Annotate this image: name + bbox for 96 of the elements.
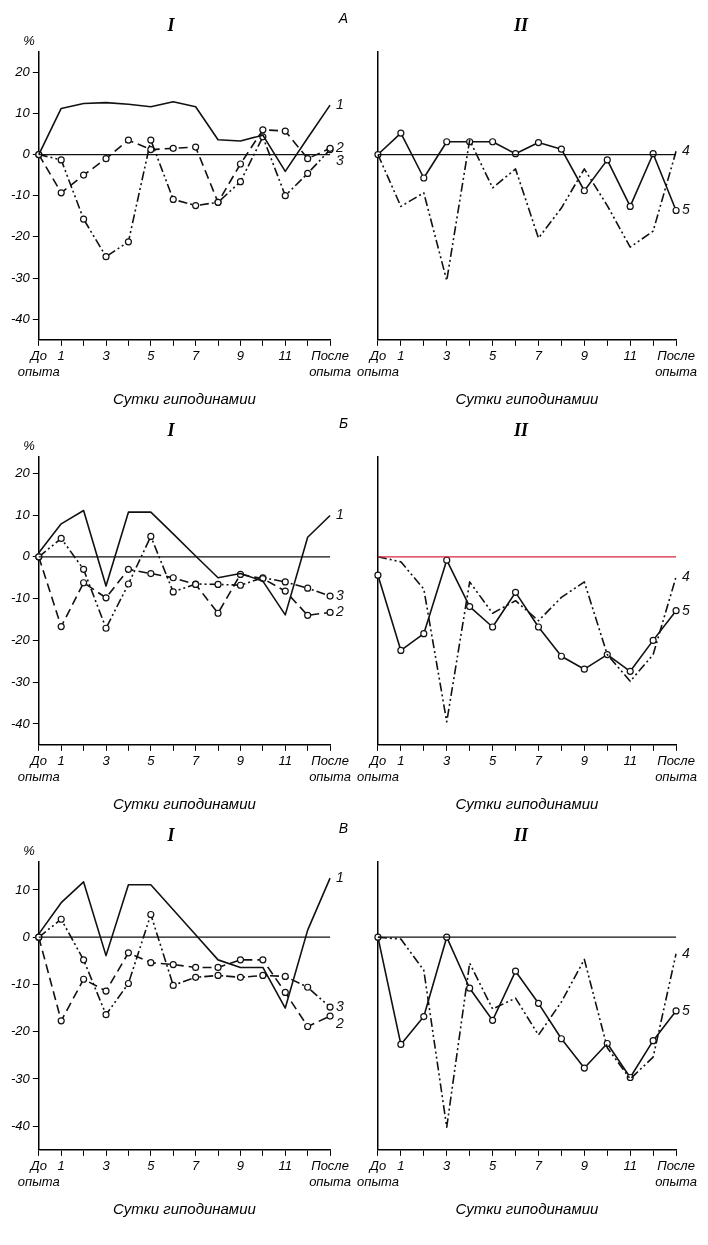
y-tick-label: 10 xyxy=(15,506,31,522)
y-tick-label: 0 xyxy=(22,548,31,564)
x-tick-label: После опыта xyxy=(309,1158,352,1189)
x-tick-label: 5 xyxy=(488,753,497,769)
y-axis-title: % xyxy=(23,32,35,48)
series-label: 1 xyxy=(336,96,344,113)
y-tick-label: -20 xyxy=(10,1023,31,1039)
series-label: 1 xyxy=(336,506,344,523)
text: В xyxy=(338,819,348,836)
chart-title: I xyxy=(166,15,176,36)
x-tick-label: 5 xyxy=(147,1158,156,1174)
x-tick-label: 3 xyxy=(443,1158,452,1174)
x-tick-label: После опыта xyxy=(309,348,352,379)
x-tick-label: 1 xyxy=(397,348,405,364)
x-tick-label: До опыта xyxy=(356,1158,399,1189)
y-tick-label: -40 xyxy=(10,715,31,731)
y-tick-label: -10 xyxy=(10,976,31,992)
y-tick-label: -20 xyxy=(10,228,31,244)
x-axis-title: Сутки гиподинамии xyxy=(455,1200,600,1218)
series-label: 4 xyxy=(682,567,691,584)
x-tick-label: 5 xyxy=(147,753,156,769)
y-tick-label: 20 xyxy=(14,63,31,79)
x-tick-label: 3 xyxy=(102,1158,111,1174)
x-tick-label: После опыта xyxy=(655,753,698,784)
x-tick-label: 3 xyxy=(443,348,452,364)
text: Б xyxy=(338,414,348,431)
y-tick-label: 10 xyxy=(15,104,31,120)
x-tick-label: 9 xyxy=(580,348,588,364)
y-axis-title: % xyxy=(23,437,35,453)
x-tick-label: 1 xyxy=(57,1158,65,1174)
x-tick-label: 7 xyxy=(192,753,201,769)
x-tick-label: 1 xyxy=(397,753,405,769)
series-label: 2 xyxy=(335,1014,345,1031)
x-tick-label: 11 xyxy=(278,753,293,769)
y-tick-label: 20 xyxy=(14,464,31,480)
chart-title: II xyxy=(512,825,529,846)
chart-title: I xyxy=(166,420,176,441)
series-label: 5 xyxy=(682,201,691,218)
y-axis-title: % xyxy=(23,842,35,858)
chart-title: I xyxy=(166,825,176,846)
x-tick-label: 11 xyxy=(278,1158,293,1174)
series-label: 5 xyxy=(682,601,691,618)
x-tick-label: 1 xyxy=(57,753,65,769)
series-label: 3 xyxy=(336,587,345,603)
x-tick-label: 11 xyxy=(278,348,293,364)
x-tick-label: 5 xyxy=(147,348,156,364)
x-tick-label: 9 xyxy=(236,753,245,769)
y-tick-label: -30 xyxy=(10,1070,31,1086)
x-tick-label: 3 xyxy=(102,753,111,769)
series-label: 1 xyxy=(336,869,344,886)
series-label: 4 xyxy=(682,944,691,961)
y-tick-label: -40 xyxy=(10,1117,31,1133)
y-tick-label: -10 xyxy=(10,187,31,203)
x-axis-title: Сутки гиподинамии xyxy=(113,390,257,408)
x-tick-label: До опыта xyxy=(356,753,399,784)
y-tick-label: -30 xyxy=(10,673,31,689)
x-axis-title: Сутки гиподинамии xyxy=(455,390,600,408)
y-tick-label: -30 xyxy=(10,269,31,285)
y-tick-label: -20 xyxy=(10,631,31,647)
x-tick-label: 7 xyxy=(192,348,201,364)
chart-title: II xyxy=(512,15,529,36)
x-tick-label: 9 xyxy=(580,1158,588,1174)
x-tick-label: До опыта xyxy=(356,348,399,379)
x-tick-label: 11 xyxy=(623,348,637,364)
x-axis-title: Сутки гиподинамии xyxy=(113,1200,257,1218)
x-tick-label: 1 xyxy=(397,1158,405,1174)
text: А xyxy=(337,9,348,26)
y-tick-label: -40 xyxy=(10,310,31,326)
chart-title: II xyxy=(512,420,529,441)
y-tick-label: -10 xyxy=(10,590,31,606)
x-tick-label: 1 xyxy=(57,348,65,364)
x-tick-label: 7 xyxy=(534,1158,543,1174)
series-label: 3 xyxy=(336,998,345,1015)
x-tick-label: 11 xyxy=(623,1158,637,1174)
x-tick-label: 5 xyxy=(488,348,497,364)
series-label: 5 xyxy=(682,1001,691,1018)
x-tick-label: 7 xyxy=(534,753,543,769)
x-tick-label: 7 xyxy=(534,348,543,364)
x-tick-label: После опыта xyxy=(309,753,352,784)
x-tick-label: После опыта xyxy=(655,1158,698,1189)
x-tick-label: 3 xyxy=(443,753,452,769)
x-tick-label: 3 xyxy=(102,348,111,364)
y-tick-label: 10 xyxy=(15,881,31,897)
x-tick-label: 11 xyxy=(623,753,637,769)
x-tick-label: 9 xyxy=(236,348,245,364)
y-tick-label: 0 xyxy=(22,146,31,162)
x-axis-title: Сутки гиподинамии xyxy=(455,795,600,813)
x-axis-title: Сутки гиподинамии xyxy=(113,795,257,813)
series-label: 2 xyxy=(335,603,345,620)
x-tick-label: 9 xyxy=(580,753,588,769)
x-tick-label: После опыта xyxy=(655,348,698,379)
series-label: 4 xyxy=(682,142,691,159)
x-tick-label: 5 xyxy=(488,1158,497,1174)
y-tick-label: 0 xyxy=(22,928,31,944)
x-tick-label: 7 xyxy=(192,1158,201,1174)
x-tick-label: 9 xyxy=(236,1158,245,1174)
